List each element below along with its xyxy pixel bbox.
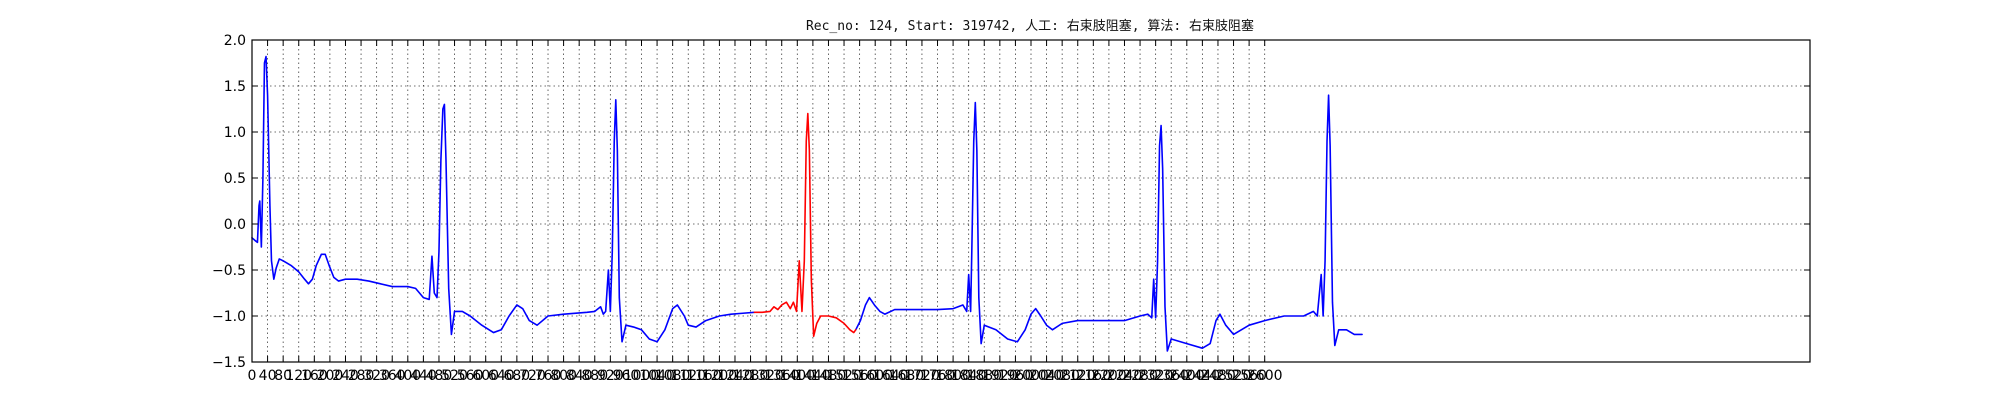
- x-tick-label: 400: [394, 368, 421, 384]
- x-tick-label: 2480: [1200, 368, 1236, 384]
- x-tick-label: 880: [581, 368, 608, 384]
- x-tick-label: 1520: [826, 368, 862, 384]
- x-tick-label: 2040: [1029, 368, 1065, 384]
- x-tick-label: 1000: [624, 368, 660, 384]
- x-tick-label: 0: [248, 368, 257, 384]
- x-tick-label: 1560: [842, 368, 878, 384]
- x-tick-label: 600: [472, 368, 499, 384]
- x-tick-label: 1240: [717, 368, 753, 384]
- x-tick-label: 80: [274, 368, 292, 384]
- x-tick-label: 1360: [764, 368, 800, 384]
- x-tick-label: 720: [519, 368, 546, 384]
- x-tick-label: 240: [332, 368, 359, 384]
- x-tick-label: 120: [285, 368, 312, 384]
- x-tick-label: 360: [379, 368, 406, 384]
- ecg-signal-line: [251, 55, 756, 343]
- x-tick-label: 2240: [1107, 368, 1143, 384]
- x-tick-label: 800: [550, 368, 577, 384]
- x-tick-label: 520: [441, 368, 468, 384]
- x-tick-label: 440: [410, 368, 437, 384]
- x-tick-label: 160: [301, 368, 328, 384]
- x-tick-label: 1320: [748, 368, 784, 384]
- x-tick-label: 2440: [1185, 368, 1221, 384]
- x-tick-label: 2400: [1169, 368, 1205, 384]
- x-tick-label: 320: [363, 368, 390, 384]
- y-tick-label: 0.5: [224, 171, 246, 187]
- x-tick-label: 2120: [1060, 368, 1096, 384]
- x-tick-label: 2320: [1138, 368, 1174, 384]
- x-tick-label: 1480: [811, 368, 847, 384]
- x-tick-label: 1960: [998, 368, 1034, 384]
- x-tick-label: 2600: [1247, 368, 1283, 384]
- x-tick-label: 760: [535, 368, 562, 384]
- y-tick-label: 0.0: [224, 217, 246, 233]
- y-tick-label: 1.5: [224, 79, 246, 95]
- x-tick-label: 2000: [1013, 368, 1049, 384]
- chart-title: Rec_no: 124, Start: 319742, 人工: 右束肢阻塞, 算…: [806, 18, 1254, 34]
- y-tick-label: 2.0: [224, 33, 246, 49]
- x-tick-label: 40: [259, 368, 277, 384]
- x-tick-label: 640: [488, 368, 515, 384]
- y-tick-label: −1.0: [212, 309, 246, 325]
- x-tick-label: 680: [503, 368, 530, 384]
- x-tick-label: 1920: [982, 368, 1018, 384]
- x-tick-label: 1200: [702, 368, 738, 384]
- x-tick-label: 1400: [779, 368, 815, 384]
- x-tick-label: 1040: [639, 368, 675, 384]
- y-tick-label: −0.5: [212, 263, 246, 279]
- x-tick-label: 1840: [951, 368, 987, 384]
- series-layer: [251, 55, 1363, 352]
- x-tick-label: 1600: [857, 368, 893, 384]
- x-tick-label: 1080: [655, 368, 691, 384]
- x-tick-label: 1760: [920, 368, 956, 384]
- x-tick-label: 200: [317, 368, 344, 384]
- x-tick-label: 1120: [670, 368, 706, 384]
- x-tick-label: 1280: [733, 368, 769, 384]
- x-tick-label: 2560: [1231, 368, 1267, 384]
- x-tick-label: 2080: [1044, 368, 1080, 384]
- y-tick-label: 1.0: [224, 125, 246, 141]
- x-tick-label: 280: [348, 368, 375, 384]
- y-tick-label: −1.5: [212, 355, 246, 371]
- ecg-signal-line: [854, 94, 1363, 352]
- x-tick-label: 840: [566, 368, 593, 384]
- x-tick-label: 2200: [1091, 368, 1127, 384]
- x-tick-label: 1720: [904, 368, 940, 384]
- x-tick-label: 480: [426, 368, 453, 384]
- x-tick-label: 560: [457, 368, 484, 384]
- x-tick-label: 960: [613, 368, 640, 384]
- x-tick-label: 1440: [795, 368, 831, 384]
- x-tick-label: 2360: [1153, 368, 1189, 384]
- x-tick-label: 1160: [686, 368, 722, 384]
- x-tick-label: 2520: [1216, 368, 1252, 384]
- x-tick-label: 920: [597, 368, 624, 384]
- x-tick-label: 2280: [1122, 368, 1158, 384]
- x-tick-label: 1640: [873, 368, 909, 384]
- x-tick-label: 1680: [889, 368, 925, 384]
- ecg-highlight-line: [753, 112, 857, 338]
- x-tick-label: 1880: [966, 368, 1002, 384]
- x-tick-label: 2160: [1075, 368, 1111, 384]
- tick-layer: −1.5−1.0−0.50.00.51.01.52.00 408012016020…: [212, 33, 1810, 384]
- x-tick-label: 1800: [935, 368, 971, 384]
